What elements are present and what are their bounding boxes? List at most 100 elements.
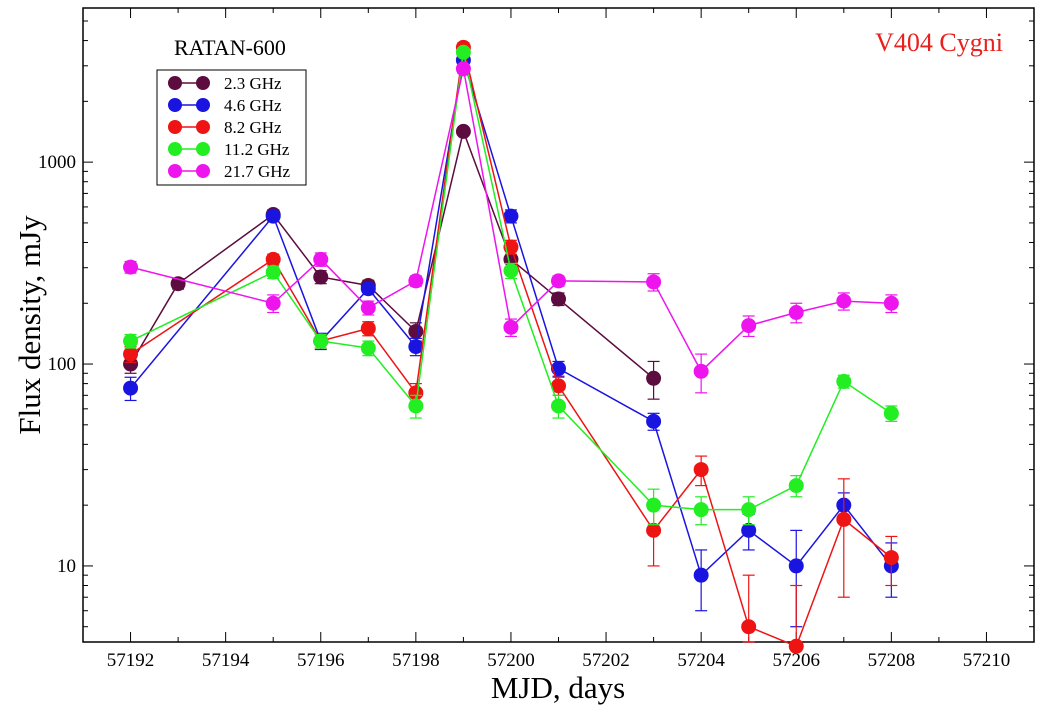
x-tick-label: 57194 xyxy=(202,650,250,671)
series-11-2-ghz xyxy=(123,44,899,526)
data-point xyxy=(788,638,804,654)
legend-marker xyxy=(196,76,210,90)
x-tick-label: 57192 xyxy=(107,650,155,671)
legend-marker xyxy=(168,120,182,134)
series-layer xyxy=(123,39,899,654)
y-axis-label: Flux density, mJy xyxy=(12,215,47,435)
data-point xyxy=(741,502,757,518)
y-tick-label: 100 xyxy=(48,354,77,375)
data-point xyxy=(693,502,709,518)
data-point xyxy=(408,385,424,401)
legend: 2.3 GHz 4.6 GHz 8.2 GHz 11.2 GHz 21.7 GHz xyxy=(156,69,307,186)
data-point xyxy=(360,320,376,336)
data-point xyxy=(836,373,852,389)
legend-marker xyxy=(196,120,210,134)
legend-item: 2.3 GHz xyxy=(168,74,282,93)
x-tick-label: 57200 xyxy=(487,650,535,671)
legend-item: 21.7 GHz xyxy=(168,162,291,181)
data-point xyxy=(360,340,376,356)
data-point xyxy=(883,550,899,566)
data-point xyxy=(455,44,471,60)
series-line xyxy=(130,68,892,373)
legend-marker xyxy=(168,98,182,112)
legend-marker xyxy=(168,164,182,178)
data-point xyxy=(313,333,329,349)
legend-items: 2.3 GHz 4.6 GHz 8.2 GHz 11.2 GHz 21.7 GHz xyxy=(168,74,291,181)
data-point xyxy=(265,295,281,311)
data-point xyxy=(123,333,139,349)
axes: 57192 57194 57196 57198 57200 57202 57204 57206… xyxy=(38,8,1035,671)
data-point xyxy=(265,208,281,224)
data-point xyxy=(693,462,709,478)
data-point xyxy=(551,378,566,394)
legend-item: 4.6 GHz xyxy=(168,96,282,115)
data-point xyxy=(123,259,139,275)
data-point xyxy=(646,522,662,538)
x-tick-label: 57210 xyxy=(963,650,1011,671)
series-line xyxy=(129,128,655,379)
y-tick-label: 1000 xyxy=(38,152,76,173)
x-tick-label: 57198 xyxy=(392,650,440,671)
data-point xyxy=(408,398,424,414)
y-tick-label: 10 xyxy=(57,556,76,577)
data-point xyxy=(836,293,852,309)
data-point xyxy=(265,251,281,267)
data-point xyxy=(741,318,757,334)
legend-marker xyxy=(196,164,210,178)
legend-label: 21.7 GHz xyxy=(224,162,291,181)
legend-label: 2.3 GHz xyxy=(224,74,282,93)
data-point xyxy=(693,363,709,379)
legend-marker xyxy=(168,142,182,156)
data-point xyxy=(646,497,662,513)
data-point xyxy=(693,567,709,583)
data-point xyxy=(551,398,566,414)
data-point xyxy=(123,380,139,396)
data-point xyxy=(360,300,376,316)
series-line xyxy=(130,52,892,511)
x-tick-label: 57196 xyxy=(297,650,345,671)
x-tick-label: 57202 xyxy=(582,650,630,671)
data-point xyxy=(265,264,281,280)
x-tick-label: 57204 xyxy=(677,650,725,671)
data-point xyxy=(408,339,424,355)
legend-marker xyxy=(168,76,182,90)
data-point xyxy=(503,263,519,279)
legend-item: 11.2 GHz xyxy=(168,140,290,159)
chart-title: V404 Cygni xyxy=(875,28,1003,57)
data-point xyxy=(741,619,757,635)
data-point xyxy=(551,273,566,289)
data-point xyxy=(503,319,519,335)
x-axis-label: MJD, days xyxy=(491,670,625,705)
data-point xyxy=(788,558,804,574)
data-point xyxy=(788,304,804,320)
data-point xyxy=(313,269,329,285)
legend-item: 8.2 GHz xyxy=(168,118,282,137)
data-point xyxy=(360,281,376,297)
data-point xyxy=(551,291,566,307)
legend-label: 8.2 GHz xyxy=(224,118,282,137)
data-point xyxy=(788,478,804,494)
data-point xyxy=(741,522,757,538)
series-21-7-ghz xyxy=(123,61,899,394)
data-point xyxy=(551,361,566,377)
legend-marker xyxy=(196,142,210,156)
data-point xyxy=(455,123,471,139)
x-tick-label: 57208 xyxy=(868,650,916,671)
x-tick-label: 57206 xyxy=(773,650,821,671)
legend-marker xyxy=(196,98,210,112)
data-point xyxy=(883,295,899,311)
series-line xyxy=(130,47,892,648)
legend-label: 4.6 GHz xyxy=(224,96,282,115)
data-point xyxy=(455,61,471,77)
data-point xyxy=(408,273,424,289)
data-point xyxy=(836,511,852,527)
data-point xyxy=(313,251,329,267)
series-line xyxy=(129,59,892,577)
data-point xyxy=(883,405,899,421)
data-point xyxy=(646,370,662,386)
data-point xyxy=(123,346,139,362)
chart-subtitle: RATAN-600 xyxy=(174,35,286,60)
data-point xyxy=(408,323,424,339)
